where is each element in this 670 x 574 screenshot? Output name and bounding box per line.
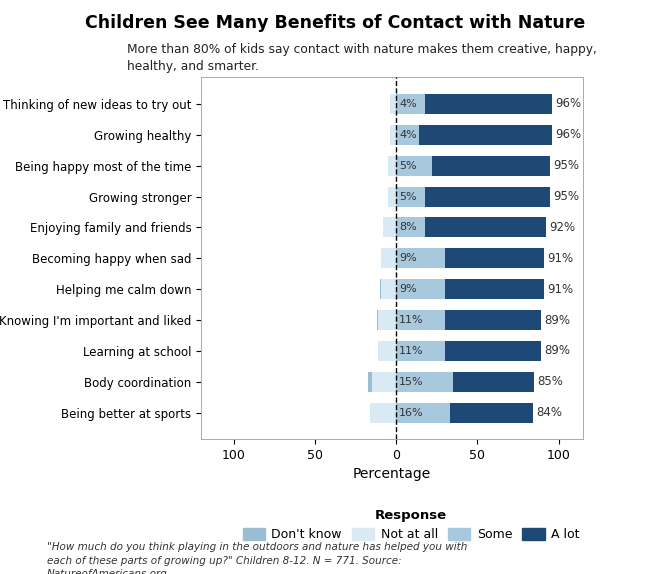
Bar: [372, 372, 396, 392]
Bar: [396, 125, 419, 145]
Text: 9%: 9%: [399, 284, 417, 294]
Bar: [370, 402, 396, 422]
Bar: [380, 279, 381, 299]
Bar: [381, 249, 396, 268]
Bar: [396, 310, 445, 330]
Text: 85%: 85%: [537, 375, 563, 388]
Bar: [450, 402, 533, 422]
Text: 89%: 89%: [544, 313, 570, 327]
Bar: [425, 187, 550, 207]
Bar: [396, 279, 445, 299]
Bar: [396, 187, 425, 207]
Bar: [377, 310, 378, 330]
Legend: Don't know, Not at all, Some, A lot: Don't know, Not at all, Some, A lot: [243, 509, 580, 541]
Bar: [453, 372, 534, 392]
Bar: [396, 341, 445, 361]
Text: 96%: 96%: [555, 98, 582, 110]
Bar: [396, 218, 425, 238]
Bar: [396, 249, 445, 268]
Text: 9%: 9%: [399, 253, 417, 263]
Bar: [388, 156, 396, 176]
Bar: [389, 125, 396, 145]
Bar: [431, 156, 550, 176]
Bar: [445, 310, 541, 330]
Bar: [445, 249, 544, 268]
Text: 11%: 11%: [399, 346, 424, 356]
Text: 4%: 4%: [399, 99, 417, 109]
Text: 89%: 89%: [544, 344, 570, 358]
Bar: [381, 279, 396, 299]
Bar: [425, 94, 552, 114]
Text: "How much do you think playing in the outdoors and nature has helped you with
ea: "How much do you think playing in the ou…: [47, 542, 467, 574]
Text: 15%: 15%: [399, 377, 424, 387]
Bar: [419, 125, 552, 145]
Text: More than 80% of kids say contact with nature makes them creative, happy,
health: More than 80% of kids say contact with n…: [127, 43, 597, 73]
Bar: [396, 402, 450, 422]
Bar: [425, 218, 545, 238]
Bar: [378, 341, 396, 361]
Bar: [389, 94, 396, 114]
Text: 95%: 95%: [553, 190, 580, 203]
Text: 8%: 8%: [399, 223, 417, 232]
Bar: [396, 94, 425, 114]
Text: Children See Many Benefits of Contact with Nature: Children See Many Benefits of Contact wi…: [85, 14, 585, 32]
Bar: [388, 187, 396, 207]
Bar: [378, 310, 396, 330]
Bar: [396, 156, 431, 176]
Text: 5%: 5%: [399, 192, 417, 201]
Bar: [369, 372, 372, 392]
Text: 11%: 11%: [399, 315, 424, 325]
Text: 5%: 5%: [399, 161, 417, 170]
Text: 4%: 4%: [399, 130, 417, 140]
Text: 16%: 16%: [399, 408, 424, 418]
Text: 92%: 92%: [549, 221, 575, 234]
Bar: [445, 279, 544, 299]
Text: 95%: 95%: [553, 159, 580, 172]
Text: 91%: 91%: [547, 252, 574, 265]
Text: 91%: 91%: [547, 282, 574, 296]
Text: 84%: 84%: [536, 406, 561, 419]
X-axis label: Percentage: Percentage: [353, 467, 431, 482]
Bar: [396, 372, 453, 392]
Bar: [445, 341, 541, 361]
Text: 96%: 96%: [555, 129, 582, 141]
Bar: [383, 218, 396, 238]
